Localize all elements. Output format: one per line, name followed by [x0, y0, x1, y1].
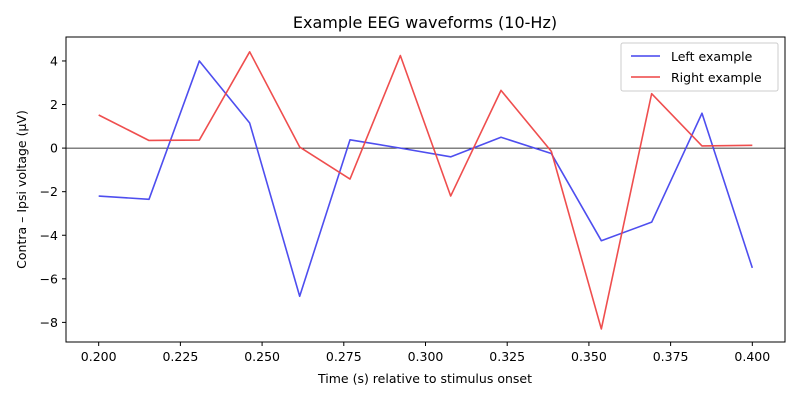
series-line-right-example: [98, 51, 753, 330]
x-tick-label: 0.300: [408, 349, 444, 364]
y-tick-label: 4: [50, 53, 58, 68]
series-line-left-example: [98, 60, 754, 298]
x-tick-label: 0.250: [244, 349, 280, 364]
x-tick-label: 0.400: [734, 349, 770, 364]
y-tick-label: −4: [40, 228, 58, 243]
chart-title: Example EEG waveforms (10-Hz): [293, 13, 557, 32]
x-tick-label: 0.225: [162, 349, 198, 364]
legend-box: [620, 42, 779, 92]
y-axis-label: Contra – Ipsi voltage (µV): [14, 110, 29, 269]
y-axis-ticks: −8 −6 −4 −2 0 2 4: [40, 53, 66, 330]
x-tick-label: 0.375: [653, 349, 689, 364]
series-layer: [98, 51, 754, 330]
legend: Left example Right example: [620, 42, 779, 92]
x-axis-label: Time (s) relative to stimulus onset: [317, 371, 532, 386]
y-tick-label: 0: [50, 141, 58, 156]
y-tick-label: −8: [40, 315, 58, 330]
x-axis-ticks: 0.200 0.225 0.250 0.275 0.300 0.325 0.350 0.375…: [81, 342, 770, 364]
y-tick-label: −6: [40, 271, 58, 286]
y-tick-label: −2: [40, 184, 58, 199]
x-tick-label: 0.275: [326, 349, 362, 364]
legend-label-left-example: Left example: [671, 49, 753, 64]
x-tick-label: 0.325: [489, 349, 525, 364]
x-tick-label: 0.200: [81, 349, 117, 364]
y-tick-label: 2: [50, 97, 58, 112]
x-tick-label: 0.350: [571, 349, 607, 364]
legend-label-right-example: Right example: [671, 70, 762, 85]
